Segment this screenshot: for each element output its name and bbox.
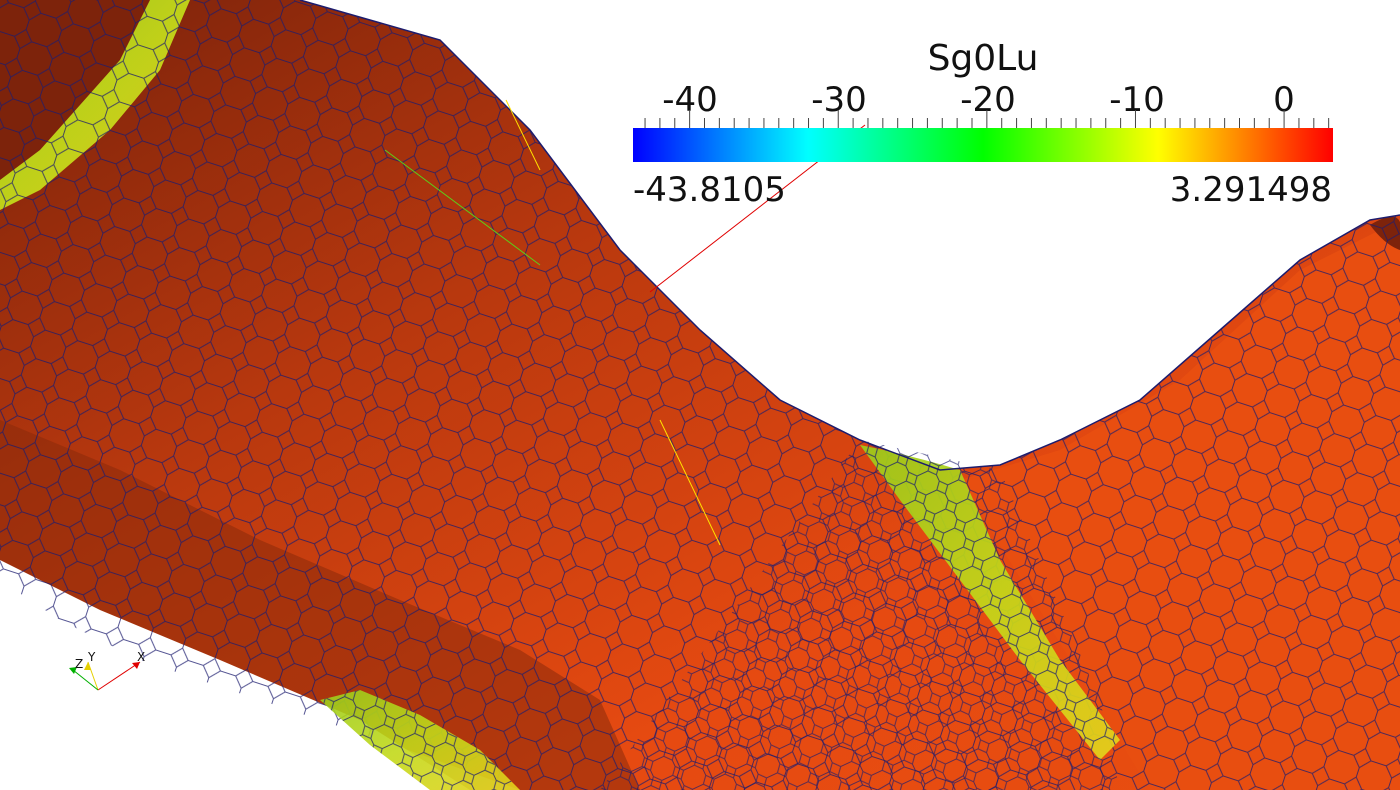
orientation-axes-widget: X Y Z <box>55 640 165 700</box>
vector-glyph-yellow-2 <box>659 419 721 546</box>
axis-label-y: Y <box>88 650 96 664</box>
vector-glyph-yellow <box>505 99 541 171</box>
axis-label-x: X <box>137 650 146 664</box>
axes-lines-icon <box>69 661 141 691</box>
vector-glyph-green <box>384 149 541 266</box>
axis-label-z: Z <box>75 657 84 671</box>
vector-glyph-red <box>649 124 866 293</box>
